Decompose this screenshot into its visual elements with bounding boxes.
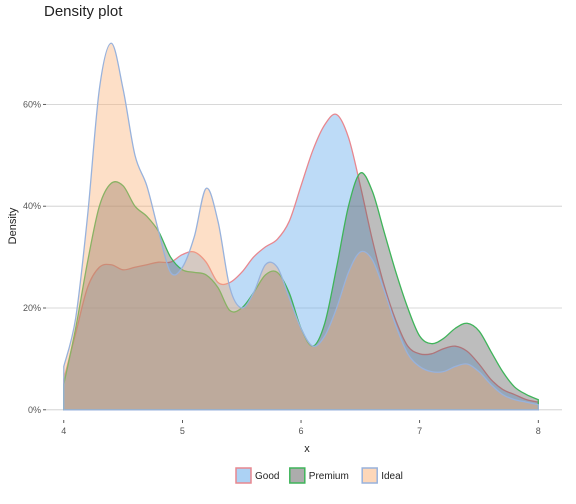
legend-label: Ideal [381, 471, 403, 482]
x-tick-label: 6 [299, 426, 304, 436]
legend-label: Premium [309, 471, 349, 482]
x-tick-label: 5 [180, 426, 185, 436]
x-tick-label: 7 [417, 426, 422, 436]
x-axis-title: x [304, 443, 310, 455]
density-area-good [63, 113, 539, 411]
chart-title: Density plot [44, 3, 123, 20]
legend-swatch-good [235, 467, 252, 484]
density-areas [63, 42, 539, 411]
legend-swatch-premium [289, 467, 306, 484]
legend: Good Premium Ideal [235, 467, 403, 484]
y-tick-label: 40% [23, 201, 41, 211]
x-axis: 4 5 6 7 8 [61, 420, 541, 436]
legend-swatch-ideal [361, 467, 378, 484]
y-tick-label: 0% [28, 405, 41, 415]
legend-label: Good [255, 471, 279, 482]
y-axis-title: Density [7, 207, 19, 244]
y-tick-label: 20% [23, 303, 41, 313]
y-axis: 0% 20% 40% 60% [23, 99, 46, 415]
density-area-ideal [63, 42, 539, 411]
y-tick-label: 60% [23, 99, 41, 109]
x-tick-label: 4 [61, 426, 66, 436]
x-tick-label: 8 [536, 426, 541, 436]
